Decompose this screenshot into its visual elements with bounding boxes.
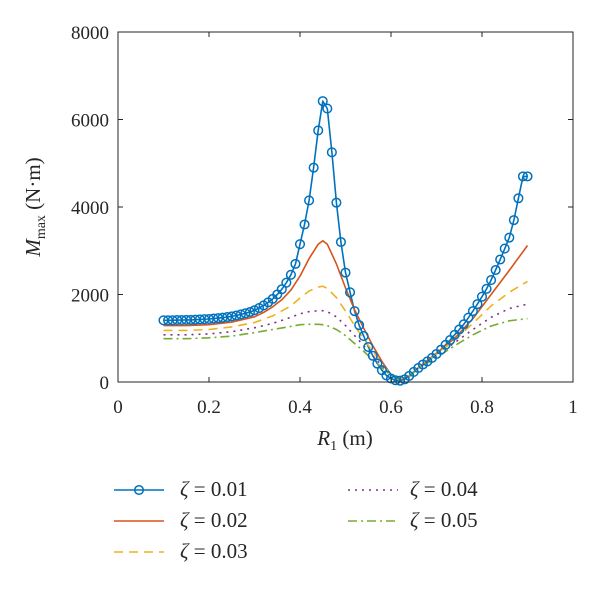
legend-label: ζ = 0.02 xyxy=(180,508,248,532)
x-tick-label: 0.2 xyxy=(197,397,221,418)
x-tick-label: 1 xyxy=(568,397,578,418)
legend-symbol: ζ xyxy=(180,508,190,532)
y-axis-label-main: M xyxy=(21,238,45,258)
series-point xyxy=(385,373,397,384)
series-point xyxy=(486,275,497,286)
series-point xyxy=(294,239,306,250)
legend-item-3: ζ = 0.03 xyxy=(114,539,248,563)
series-line-3 xyxy=(163,280,528,382)
legend-value: = 0.04 xyxy=(419,477,479,501)
y-axis-label-sub: max xyxy=(34,215,49,239)
series-point xyxy=(335,236,347,248)
legend-label: ζ = 0.01 xyxy=(180,477,248,501)
series-point xyxy=(372,358,383,369)
series-point xyxy=(472,299,483,310)
series-point xyxy=(308,162,319,173)
series-point xyxy=(463,312,474,323)
series-point xyxy=(522,171,533,182)
series-point xyxy=(490,264,501,276)
plot-markers xyxy=(158,96,533,386)
series-point xyxy=(281,277,292,288)
x-tick-label: 0 xyxy=(113,397,123,418)
x-axis-label-unit: (m) xyxy=(337,426,373,450)
ticks xyxy=(117,31,574,383)
series-point xyxy=(349,306,360,317)
legend-value: = 0.02 xyxy=(189,508,248,532)
legend-item-5: ζ = 0.05 xyxy=(348,508,478,532)
y-tick-label: 4000 xyxy=(71,198,109,219)
series-point xyxy=(226,311,237,322)
series-point xyxy=(290,258,301,269)
legend: ζ = 0.01ζ = 0.02ζ = 0.03ζ = 0.04ζ = 0.05 xyxy=(114,477,478,563)
legend-value: = 0.03 xyxy=(189,539,248,563)
series-point xyxy=(276,284,287,295)
series-line-1 xyxy=(163,100,528,382)
y-axis-label: Mmax (N·m) xyxy=(21,157,49,257)
tick-labels: 0 0.2 0.4 0.6 0.8 1 0 2000 4000 6000 8000 xyxy=(71,23,578,418)
series-point xyxy=(358,331,369,342)
series-point xyxy=(244,306,255,318)
series-point xyxy=(499,243,510,254)
y-tick-label: 8000 xyxy=(71,23,109,44)
legend-label: ζ = 0.04 xyxy=(410,477,478,501)
legend-label: ζ = 0.03 xyxy=(180,539,248,563)
x-axis-label-sub: 1 xyxy=(330,439,337,454)
series-point xyxy=(331,197,342,208)
legend-symbol: ζ xyxy=(410,477,420,501)
series-point xyxy=(458,319,469,330)
x-axis-label-main: R xyxy=(316,426,330,450)
legend-symbol: ζ xyxy=(180,539,190,563)
series-point xyxy=(513,193,524,204)
series-point xyxy=(517,171,529,182)
x-tick-label: 0.8 xyxy=(470,397,494,418)
series-point xyxy=(317,96,328,107)
series-point xyxy=(285,269,296,280)
series-line-5 xyxy=(163,317,528,381)
series-point xyxy=(481,283,492,294)
series-point xyxy=(299,219,310,230)
series-point xyxy=(240,308,251,319)
x-tick-label: 0.6 xyxy=(379,397,403,418)
x-axis-label: R1 (m) xyxy=(316,426,372,454)
plot-frame xyxy=(117,31,574,383)
y-tick-label: 0 xyxy=(100,373,110,394)
series-point xyxy=(504,232,515,243)
y-tick-label: 6000 xyxy=(71,111,109,132)
series-point xyxy=(231,310,242,321)
x-tick-label: 0.4 xyxy=(288,397,312,418)
series-point xyxy=(476,291,488,302)
legend-label: ζ = 0.05 xyxy=(410,508,478,532)
legend-value: = 0.05 xyxy=(419,508,478,532)
legend-symbol: ζ xyxy=(180,477,190,501)
legend-item-1: ζ = 0.01 xyxy=(114,477,248,501)
series-point xyxy=(395,375,406,386)
legend-item-2: ζ = 0.02 xyxy=(114,508,248,532)
series-point xyxy=(322,103,333,114)
series-point xyxy=(367,350,378,361)
series-point xyxy=(354,320,365,331)
legend-value: = 0.01 xyxy=(189,477,248,501)
legend-symbol: ζ xyxy=(410,508,420,532)
series-point xyxy=(304,195,315,206)
series-point xyxy=(345,287,356,298)
legend-marker xyxy=(133,484,145,496)
legend-item-4: ζ = 0.04 xyxy=(348,477,478,501)
series-point xyxy=(467,306,478,317)
series-point xyxy=(508,215,519,226)
y-axis-label-unit: (N·m) xyxy=(21,157,45,215)
series-point xyxy=(495,254,506,265)
y-tick-label: 2000 xyxy=(71,286,109,307)
series-point xyxy=(313,125,324,136)
series-point xyxy=(363,341,374,353)
series-point xyxy=(235,309,246,320)
series-point xyxy=(326,147,337,158)
series-point xyxy=(340,267,351,278)
